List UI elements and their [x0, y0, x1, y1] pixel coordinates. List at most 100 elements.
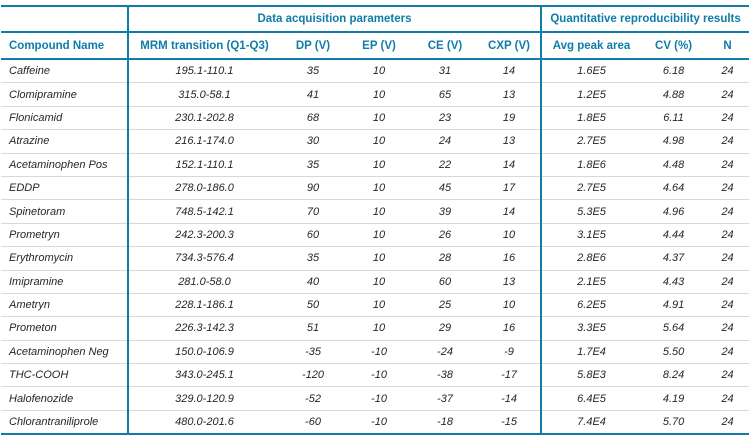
compound-name-cell: Clomipramine — [1, 82, 128, 107]
value-cell: 13 — [478, 129, 542, 154]
value-cell: 22 — [412, 153, 478, 177]
value-cell: 51 — [280, 316, 346, 341]
value-cell: 13 — [478, 82, 542, 107]
value-cell: 10 — [346, 129, 412, 154]
value-cell: 2.7E5 — [540, 176, 642, 201]
value-cell: 242.3-200.3 — [127, 223, 280, 248]
value-cell: -37 — [412, 386, 478, 411]
value-cell: 45 — [412, 176, 478, 201]
value-cell: 10 — [346, 223, 412, 248]
value-cell: 228.1-186.1 — [127, 293, 280, 318]
value-cell: 5.64 — [641, 316, 707, 341]
value-cell: 28 — [412, 246, 478, 271]
compound-name-cell: Erythromycin — [1, 246, 128, 271]
value-cell: 5.70 — [662, 416, 685, 429]
value-cell: 50 — [280, 293, 346, 318]
value-cell: 278.0-186.0 — [127, 176, 280, 201]
value-cell: 152.1-110.1 — [127, 153, 280, 177]
table-row: Prometryn 242.3-200.3 60 10 26 10 3.1E5 4.44 24 — [1, 223, 750, 248]
value-cell: 6.18 — [641, 59, 707, 84]
value-cell: 7.4E4 — [540, 410, 642, 435]
value-cell: 70 — [280, 199, 346, 224]
value-cell: 24 — [706, 199, 750, 224]
value-cell: 329.0-120.9 — [127, 386, 280, 411]
value-cell: 748.5-142.1 — [127, 199, 280, 224]
column-header-compound-name: Compound Name — [1, 32, 128, 60]
group-header-row: Data acquisition parameters Quantitative… — [1, 6, 750, 33]
value-cell: 4.98 — [641, 129, 707, 154]
value-cell: 39 — [412, 199, 478, 224]
compound-name-cell: Halofenozide — [1, 386, 128, 411]
value-cell: 24 — [706, 246, 750, 271]
table-row: Clomipramine 315.0-58.1 41 10 65 13 1.2E5 4.88 2… — [1, 82, 750, 107]
table-row: THC-COOH 343.0-245.1 -120 -10 -38 -17 5.8E3 8.2… — [1, 363, 750, 388]
value-cell: -14 — [478, 386, 542, 411]
compound-name-cell: Flonicamid — [1, 106, 128, 131]
value-cell: 4.44 — [641, 223, 707, 248]
value-cell: 24 — [721, 416, 734, 429]
table-row: Ametryn 228.1-186.1 50 10 25 10 6.2E5 4.91 24 — [1, 293, 750, 318]
value-cell: 315.0-58.1 — [127, 82, 280, 107]
value-cell: 10 — [478, 293, 542, 318]
value-cell: 10 — [346, 106, 412, 131]
value-cell: 6.11 — [641, 106, 707, 131]
value-cell: 16 — [478, 316, 542, 341]
value-cell: 13 — [478, 270, 542, 294]
value-cell: 24 — [706, 270, 750, 294]
value-cell: 10 — [346, 82, 412, 107]
value-cell: 40 — [280, 270, 346, 294]
group-header-acquisition: Data acquisition parameters — [126, 6, 542, 33]
table-body: Caffeine 195.1-110.1 35 10 31 14 1.6E5 6.18 24 Cl… — [1, 59, 750, 435]
value-cell: 24 — [706, 363, 750, 388]
value-cell: 734.3-576.4 — [127, 246, 280, 271]
value-cell: -24 — [412, 340, 478, 365]
empty-corner-cell — [1, 6, 128, 33]
value-cell: 60 — [412, 270, 478, 294]
value-cell: 4.96 — [641, 199, 707, 224]
value-cell: 24 — [706, 340, 750, 365]
value-cell: 30 — [280, 129, 346, 154]
value-cell: 14 — [478, 153, 542, 177]
value-cell: 68 — [280, 106, 346, 131]
value-cell: -15 — [501, 416, 517, 429]
table-row: Erythromycin 734.3-576.4 35 10 28 16 2.8E6 4.37… — [1, 246, 750, 271]
value-cell: 150.0-106.9 — [127, 340, 280, 365]
value-cell: 35 — [280, 153, 346, 177]
compound-name-cell: Ametryn — [1, 293, 128, 318]
value-cell: 10 — [346, 153, 412, 177]
column-header-ce: CE (V) — [412, 32, 478, 60]
value-cell: 2.7E5 — [540, 129, 642, 154]
value-cell: 5.50 — [641, 340, 707, 365]
column-header-cv: CV (%) — [641, 32, 707, 60]
compound-name-cell: Caffeine — [1, 59, 128, 84]
column-header-cxp: CXP (V) — [478, 32, 542, 60]
value-cell: 24 — [706, 386, 750, 411]
value-cell: 195.1-110.1 — [127, 59, 280, 84]
compound-name-cell: Prometon — [1, 316, 128, 341]
value-cell: -10 — [346, 340, 412, 365]
table-row: Prometon 226.3-142.3 51 10 29 16 3.3E5 5.64 24 — [1, 316, 750, 341]
table-row: Atrazine 216.1-174.0 30 10 24 13 2.7E5 4.98 24 — [1, 129, 750, 154]
value-cell: 4.43 — [641, 270, 707, 294]
value-cell: 14 — [478, 199, 542, 224]
compound-name-cell: Acetaminophen Neg — [1, 340, 128, 365]
value-cell: 25 — [412, 293, 478, 318]
value-cell: 24 — [706, 129, 750, 154]
value-cell: 10 — [346, 270, 412, 294]
value-cell: 230.1-202.8 — [127, 106, 280, 131]
value-cell: 26 — [412, 223, 478, 248]
value-cell: 31 — [412, 59, 478, 84]
value-cell: 4.64 — [641, 176, 707, 201]
value-cell: 5.3E5 — [540, 199, 642, 224]
value-cell: 41 — [280, 82, 346, 107]
value-cell: 35 — [280, 246, 346, 271]
value-cell: 8.24 — [641, 363, 707, 388]
value-cell: 24 — [706, 223, 750, 248]
value-cell: 3.3E5 — [540, 316, 642, 341]
value-cell: 4.48 — [641, 153, 707, 177]
value-cell: 4.91 — [641, 293, 707, 318]
table-row: Caffeine 195.1-110.1 35 10 31 14 1.6E5 6.18 24 — [1, 59, 750, 84]
value-cell: -60 — [305, 416, 321, 429]
value-cell: 17 — [478, 176, 542, 201]
table-row: Acetaminophen Pos 152.1-110.1 35 10 22 14 1.8E… — [1, 153, 750, 177]
